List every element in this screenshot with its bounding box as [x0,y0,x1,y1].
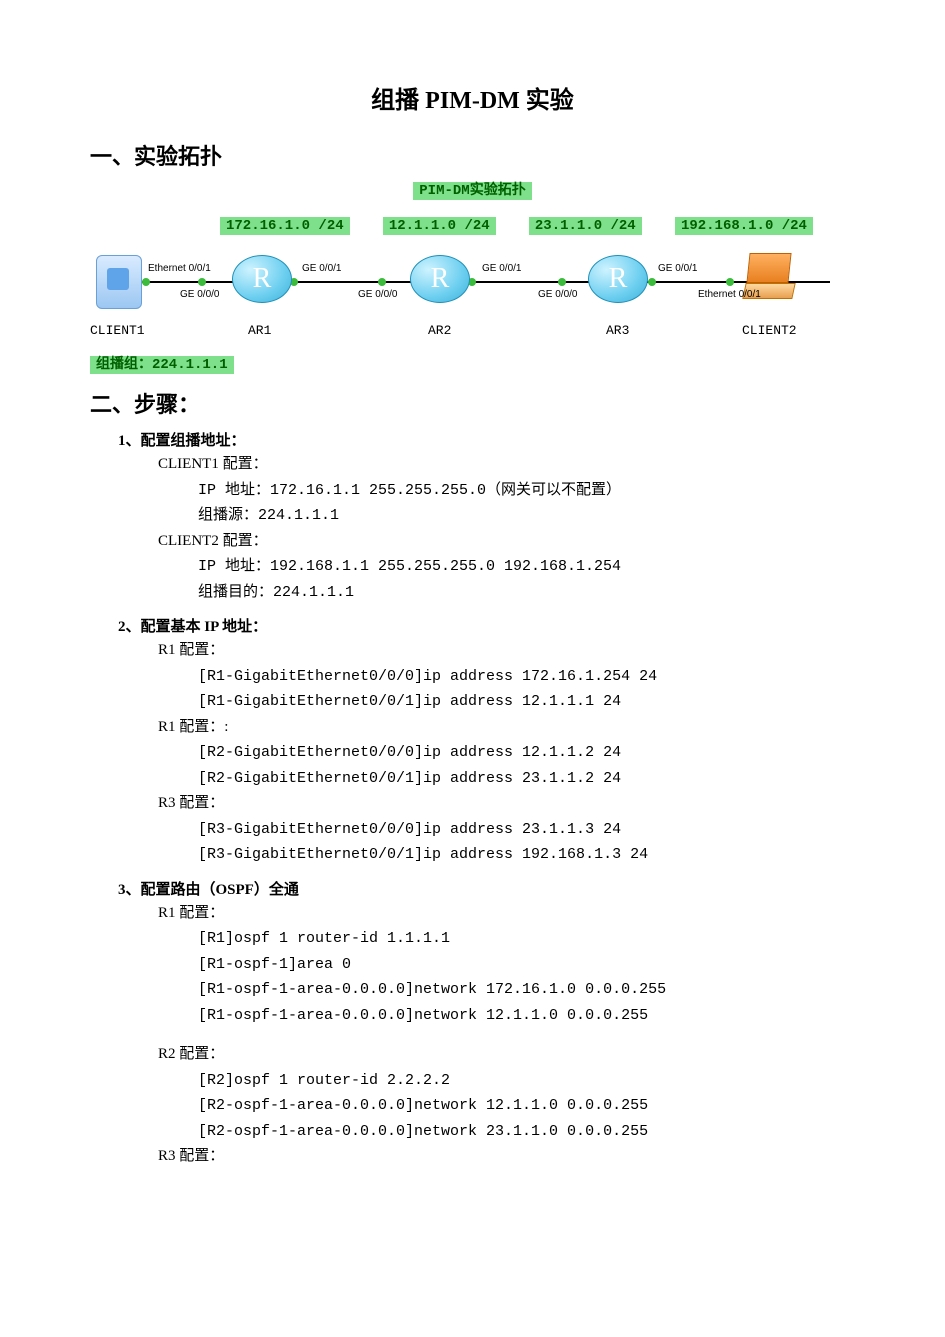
config-line: R1 配置：: [158,715,855,741]
cli-line: [R2-ospf-1-area-0.0.0.0]network 12.1.1.0… [198,1093,855,1119]
page-title: 组播 PIM-DM 实验 [90,80,855,115]
subnet-label: 192.168.1.0 /24 [675,217,813,235]
client-icon [96,255,142,309]
link-dot [558,278,566,286]
config-line: R1 配置： [158,901,855,927]
config-line: IP 地址：192.168.1.1 255.255.255.0 192.168.… [198,554,855,580]
cli-line: [R1]ospf 1 router-id 1.1.1.1 [198,926,855,952]
link-dot [142,278,150,286]
cli-line: [R3-GigabitEthernet0/0/0]ip address 23.1… [198,817,855,843]
device-label: AR1 [248,323,271,338]
device-label: AR3 [606,323,629,338]
cli-line: [R3-GigabitEthernet0/0/1]ip address 192.… [198,842,855,868]
step-heading: 2、配置基本 IP 地址： [118,615,855,636]
port-label: GE 0/0/1 [658,263,697,274]
port-label: GE 0/0/0 [538,289,577,300]
router-icon: R [410,255,470,303]
section-heading-2: 二、步骤： [90,387,855,419]
topology-diagram: PIM-DM实验拓扑 172.16.1.0 /24 12.1.1.0 /24 2… [90,179,855,373]
port-label: Ethernet 0/0/1 [148,263,211,274]
cli-line: [R1-GigabitEthernet0/0/0]ip address 172.… [198,664,855,690]
link-dot [378,278,386,286]
step-heading: 3、配置路由（OSPF）全通 [118,878,855,899]
device-client1 [96,255,142,309]
router-icon: R [232,255,292,303]
config-line: 组播目的：224.1.1.1 [198,580,855,606]
device-label: AR2 [428,323,451,338]
port-label: Ethernet 0/0/1 [698,289,761,300]
config-line: CLIENT2 配置： [158,529,855,555]
config-line: R3 配置： [158,791,855,817]
subnet-label: 12.1.1.0 /24 [383,217,496,235]
subnet-label: 172.16.1.0 /24 [220,217,350,235]
device-router-ar1: R [232,255,292,303]
port-label: GE 0/0/0 [180,289,219,300]
cli-line: [R2-GigabitEthernet0/0/1]ip address 23.1… [198,766,855,792]
config-line: CLIENT1 配置： [158,452,855,478]
config-line: R1 配置： [158,638,855,664]
link-dot [648,278,656,286]
cli-line: [R1-GigabitEthernet0/0/1]ip address 12.1… [198,689,855,715]
subnet-label: 23.1.1.0 /24 [529,217,642,235]
cli-line: [R2-ospf-1-area-0.0.0.0]network 23.1.1.0… [198,1119,855,1145]
router-icon: R [588,255,648,303]
config-line: IP 地址：172.16.1.1 255.255.255.0（网关可以不配置） [198,478,855,504]
section-heading-1: 一、实验拓扑 [90,139,855,171]
link-dot [726,278,734,286]
link-dot [198,278,206,286]
cli-line: [R2]ospf 1 router-id 2.2.2.2 [198,1068,855,1094]
step-heading: 1、配置组播地址： [118,429,855,450]
device-label: CLIENT1 [90,323,145,338]
device-label: CLIENT2 [742,323,797,338]
port-label: GE 0/0/0 [358,289,397,300]
cli-line: [R2-GigabitEthernet0/0/0]ip address 12.1… [198,740,855,766]
port-label: GE 0/0/1 [302,263,341,274]
topology-caption: PIM-DM实验拓扑 [413,182,531,200]
cli-line: [R1-ospf-1]area 0 [198,952,855,978]
config-line: R3 配置： [158,1144,855,1170]
config-line: 组播源：224.1.1.1 [198,503,855,529]
cli-line: [R1-ospf-1-area-0.0.0.0]network 12.1.1.0… [198,1003,855,1029]
multicast-group-label: 组播组：224.1.1.1 [90,356,234,374]
device-router-ar2: R [410,255,470,303]
port-label: GE 0/0/1 [482,263,521,274]
topology-canvas: 172.16.1.0 /24 12.1.1.0 /24 23.1.1.0 /24… [90,217,855,347]
config-line: R2 配置： [158,1042,855,1068]
device-router-ar3: R [588,255,648,303]
cli-line: [R1-ospf-1-area-0.0.0.0]network 172.16.1… [198,977,855,1003]
